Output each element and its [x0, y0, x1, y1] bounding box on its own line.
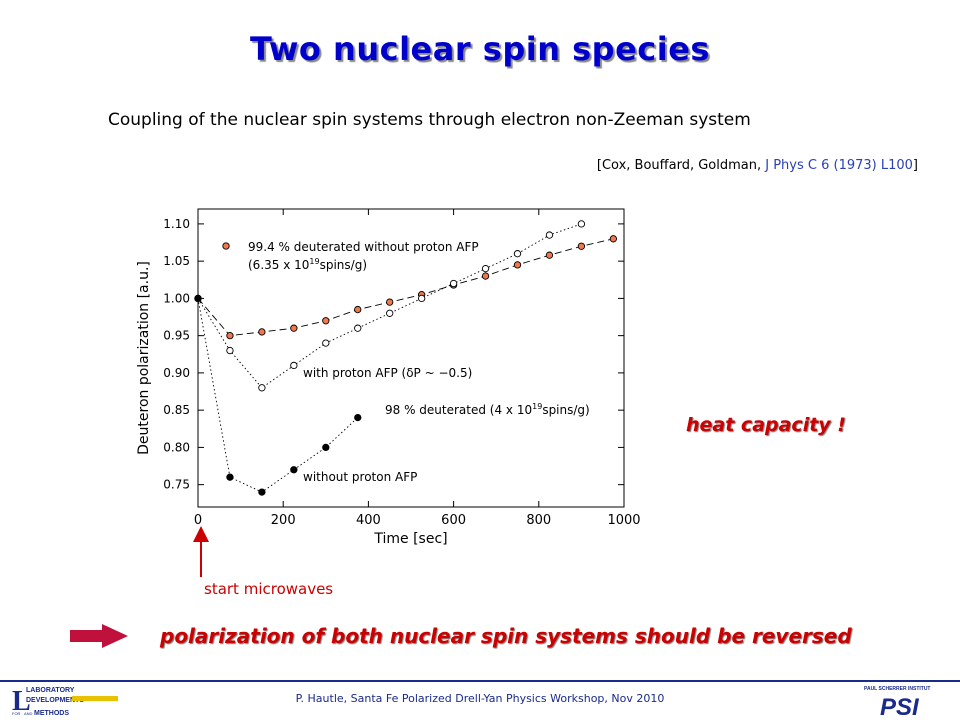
slide-subtitle: Coupling of the nuclear spin systems thr… [108, 110, 751, 130]
series-2-point [417, 294, 426, 303]
series-2-point [290, 361, 298, 370]
reference-journal: J Phys C 6 (1973) L100 [765, 158, 913, 173]
footer-text: P. Hautle, Santa Fe Polarized Drell-Yan … [295, 692, 665, 705]
x-tick-label: 200 [271, 513, 296, 528]
series-2-point [322, 339, 330, 347]
ldm-logo-word-4: AND [24, 711, 33, 716]
series-3-point [322, 443, 330, 452]
series-3-point [258, 488, 266, 496]
legend-marker-orange [222, 242, 230, 250]
y-tick-label: 1.10 [163, 217, 190, 231]
y-tick-label: 0.95 [163, 329, 190, 343]
annotation-98-units: spins/g) [542, 403, 589, 417]
y-tick-label: 1.00 [163, 291, 190, 305]
series-3-line [197, 298, 359, 493]
slide-title: Two nuclear spin species [250, 30, 710, 68]
series-1-point [258, 328, 266, 336]
reference-close: ] [912, 158, 918, 173]
annotation-undoped-base: (6.35 x 10 [248, 258, 309, 272]
ldm-logo-l: L [12, 686, 31, 717]
y-tick-label: 0.85 [163, 403, 190, 417]
x-tick-label: 600 [441, 513, 466, 528]
series-2-point [513, 250, 522, 258]
series-2-point [481, 264, 490, 273]
series-2-point [545, 231, 554, 239]
series-1-point [481, 272, 490, 280]
series-1-point [226, 331, 234, 340]
psi-logo-institute: PAUL SCHERRER INSTITUT [864, 686, 930, 692]
ldm-logo-bar [72, 696, 118, 701]
series-1-point [577, 242, 586, 250]
series-1-point [354, 305, 362, 314]
series-2-point [226, 346, 234, 355]
y-tick-label: 0.75 [163, 478, 190, 492]
series-2-point [449, 279, 458, 288]
series-2-point [577, 220, 586, 228]
y-tick-label: 1.05 [163, 254, 190, 268]
x-tick-label: 800 [526, 513, 551, 528]
psi-logo: PAUL SCHERRER INSTITUT PSI [864, 686, 930, 717]
series-1-point [513, 261, 522, 269]
series-1-point [609, 235, 617, 243]
y-tick-label: 0.90 [163, 366, 190, 380]
conclusion-text: polarization of both nuclear spin system… [160, 624, 852, 648]
series-1-point [386, 298, 394, 306]
series-2-point [386, 309, 394, 317]
x-axis-label: Time [sec] [373, 531, 447, 547]
footer-rule [0, 680, 960, 682]
series-2-point [258, 384, 266, 392]
series-1-point [545, 251, 554, 259]
series-1-point [322, 317, 330, 325]
annotation-98-base: 98 % deuterated (4 x 10 [385, 403, 532, 417]
series-2-point [354, 324, 362, 332]
series-3-point [354, 413, 362, 422]
x-tick-label: 400 [356, 513, 381, 528]
series-3-point [194, 294, 202, 303]
annotation-undoped-line1: 99.4 % deuterated without proton AFP [248, 240, 479, 254]
ldm-logo-word-5: METHODS [34, 710, 69, 717]
series-1-point [290, 324, 298, 332]
x-tick-label: 0 [194, 513, 202, 528]
y-axis-label: Deuteron polarization [a.u.] [136, 261, 152, 455]
annotation-without-afp: without proton AFP [303, 470, 417, 484]
conclusion-arrow-head [102, 624, 128, 648]
series-3-point [290, 466, 298, 474]
ldm-logo-word-2: DEVELOPMENTS [26, 697, 84, 704]
x-tick-label: 1000 [607, 513, 640, 528]
microwave-arrow-head [193, 526, 209, 542]
start-microwaves-label: start microwaves [204, 580, 334, 598]
ldm-logo-word-1: LABORATORY [26, 687, 75, 694]
y-tick-label: 0.80 [163, 440, 190, 454]
plot-frame [197, 208, 625, 508]
psi-logo-letters: PSI [880, 694, 920, 717]
conclusion-arrow-body [70, 630, 104, 642]
annotation-98-deuterated: 98 % deuterated (4 x 1019spins/g) [385, 402, 590, 417]
reference-authors: [Cox, Bouffard, Goldman, [596, 158, 766, 173]
annotation-undoped-exp: 19 [309, 257, 319, 266]
series-3-point [226, 473, 234, 481]
annotation-with-afp: with proton AFP (δP ~ −0.5) [303, 366, 472, 380]
ldm-logo: L LABORATORY DEVELOPMENTS FOR AND METHOD… [12, 686, 118, 717]
annotation-undoped-line2: (6.35 x 1019spins/g) [248, 257, 367, 272]
annotation-undoped-units: spins/g) [320, 258, 367, 272]
heat-capacity-note: heat capacity ! [686, 414, 846, 436]
reference: [Cox, Bouffard, Goldman, J Phys C 6 (197… [597, 158, 918, 173]
ldm-logo-word-3: FOR [12, 711, 21, 716]
annotation-98-exp: 19 [532, 402, 542, 411]
